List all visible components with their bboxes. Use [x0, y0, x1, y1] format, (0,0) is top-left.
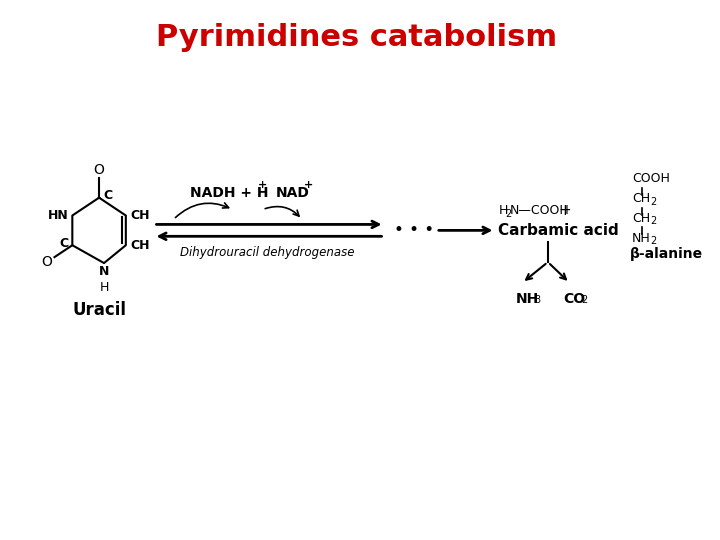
Text: O: O — [41, 255, 52, 269]
Text: N—COOH: N—COOH — [510, 204, 570, 217]
Text: +: + — [559, 203, 571, 218]
Text: Carbamic acid: Carbamic acid — [498, 223, 619, 238]
Text: CH: CH — [632, 212, 650, 225]
Text: +: + — [258, 180, 267, 190]
Text: NADH + H: NADH + H — [190, 186, 269, 200]
Text: Pyrimidines catabolism: Pyrimidines catabolism — [156, 23, 557, 52]
Text: 3: 3 — [534, 295, 540, 305]
Text: +: + — [304, 180, 312, 190]
Text: CH: CH — [632, 192, 650, 205]
Text: C: C — [59, 237, 68, 249]
Text: N: N — [99, 265, 109, 278]
Text: HN: HN — [48, 209, 69, 222]
Text: CO: CO — [564, 292, 586, 306]
Text: 2: 2 — [505, 208, 511, 219]
Text: COOH: COOH — [632, 172, 670, 185]
Text: 2: 2 — [582, 295, 588, 305]
Text: Dihydrouracil dehydrogenase: Dihydrouracil dehydrogenase — [180, 246, 355, 259]
Text: 2: 2 — [650, 217, 656, 226]
Text: NH: NH — [632, 232, 651, 245]
Text: CH: CH — [130, 209, 150, 222]
Text: O: O — [94, 163, 104, 177]
Text: β-alanine: β-alanine — [630, 247, 703, 261]
Text: NAD: NAD — [276, 186, 310, 200]
Text: 2: 2 — [650, 197, 656, 207]
Text: C: C — [103, 189, 112, 202]
Text: 2: 2 — [650, 237, 656, 246]
Text: • • •: • • • — [394, 221, 434, 239]
Text: H: H — [498, 204, 508, 217]
Text: NH: NH — [516, 292, 539, 306]
Text: Uracil: Uracil — [72, 301, 126, 319]
Text: CH: CH — [130, 239, 150, 252]
Text: H: H — [99, 281, 109, 294]
